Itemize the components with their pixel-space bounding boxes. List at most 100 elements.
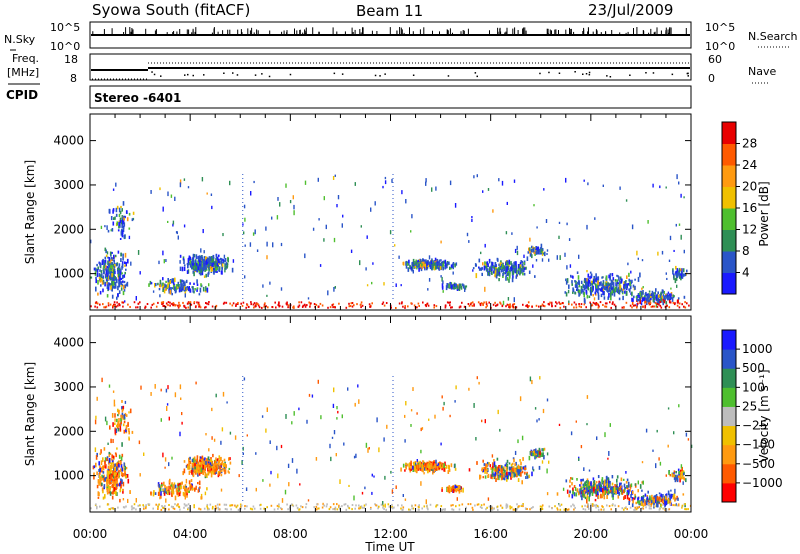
- range-cell: [612, 277, 615, 281]
- range-cell: [110, 438, 112, 444]
- range-cell: [200, 261, 202, 264]
- range-cell: [585, 279, 588, 284]
- range-cell: [548, 460, 550, 464]
- range-cell: [115, 213, 118, 217]
- range-cell: [505, 305, 507, 308]
- range-cell: [684, 508, 686, 511]
- range-cell: [559, 302, 562, 305]
- range-cell: [205, 261, 207, 265]
- range-cell: [187, 306, 190, 309]
- range-cell: [206, 287, 209, 293]
- range-cell: [200, 458, 203, 462]
- range-cell: [655, 294, 657, 299]
- range-cell: [371, 281, 373, 285]
- range-cell: [299, 483, 301, 486]
- range-cell: [99, 290, 102, 295]
- range-cell: [277, 197, 279, 201]
- range-cell: [119, 275, 121, 281]
- range-cell: [675, 265, 677, 270]
- range-cell: [96, 268, 99, 273]
- range-cell: [110, 264, 112, 268]
- range-cell: [101, 470, 103, 473]
- range-cell: [336, 417, 338, 420]
- range-cell: [520, 471, 522, 477]
- range-cell: [438, 259, 441, 263]
- range-cell: [451, 284, 453, 288]
- range-cell: [272, 242, 274, 248]
- range-cell: [583, 487, 586, 490]
- range-cell: [534, 253, 536, 256]
- range-cell: [252, 232, 255, 236]
- range-cell: [189, 259, 192, 265]
- range-cell: [136, 306, 139, 309]
- range-cell: [224, 469, 227, 474]
- range-cell: [640, 296, 642, 299]
- range-cell: [644, 493, 647, 497]
- range-cell: [578, 292, 580, 297]
- range-cell: [591, 486, 593, 489]
- nave-dip: [574, 71, 576, 73]
- range-cell: [481, 419, 483, 423]
- range-cell: [370, 207, 372, 212]
- range-cell: [189, 486, 192, 491]
- range-cell: [277, 507, 279, 510]
- range-cell: [580, 289, 583, 294]
- range-cell: [108, 275, 111, 280]
- range-cell: [521, 480, 523, 485]
- range-cell: [188, 262, 190, 266]
- range-cell: [597, 294, 600, 300]
- range-cell: [195, 459, 197, 462]
- range-cell: [532, 468, 535, 472]
- range-cell: [499, 265, 502, 270]
- range-cell: [99, 475, 101, 479]
- range-cell: [532, 247, 535, 253]
- range-cell: [673, 494, 676, 500]
- range-cell: [199, 456, 202, 459]
- range-cell: [451, 486, 454, 491]
- range-cell: [603, 290, 605, 296]
- range-cell: [608, 451, 610, 456]
- range-cell: [124, 271, 126, 275]
- range-cell: [100, 449, 102, 454]
- range-cell: [647, 220, 649, 224]
- range-cell: [177, 306, 180, 309]
- range-cell: [582, 490, 584, 496]
- range-cell: [199, 486, 201, 489]
- range-cell: [100, 284, 102, 287]
- range-cell: [517, 264, 520, 269]
- range-cell: [583, 303, 586, 306]
- range-cell: [470, 302, 473, 305]
- range-cell: [390, 470, 392, 474]
- range-cell: [655, 303, 658, 308]
- range-cell: [182, 280, 185, 285]
- range-cell: [652, 305, 654, 308]
- range-cell: [600, 493, 602, 499]
- range-cell: [123, 285, 125, 290]
- range-cell: [112, 306, 114, 309]
- range-cell: [658, 303, 660, 306]
- range-cell: [645, 291, 647, 297]
- range-cell: [656, 293, 658, 299]
- station-title: Syowa South (fitACF): [92, 1, 250, 19]
- range-cell: [278, 302, 280, 305]
- range-cell: [521, 263, 524, 269]
- range-cell: [114, 467, 117, 472]
- freq-label: Freq.: [12, 52, 39, 65]
- range-cell: [191, 257, 194, 260]
- range-cell: [252, 303, 255, 306]
- range-cell: [577, 281, 579, 284]
- range-cell: [432, 470, 434, 475]
- range-cell: [602, 291, 604, 295]
- range-cell: [679, 275, 681, 279]
- range-cell: [106, 483, 108, 487]
- range-cell: [497, 409, 499, 415]
- range-cell: [189, 456, 191, 460]
- range-cell: [99, 468, 101, 473]
- range-cell: [320, 415, 322, 420]
- range-cell: [123, 462, 125, 467]
- range-cell: [175, 231, 178, 234]
- range-cell: [179, 260, 181, 264]
- range-cell: [441, 286, 444, 290]
- power-cells: [90, 174, 690, 309]
- nave-dip: [412, 74, 415, 76]
